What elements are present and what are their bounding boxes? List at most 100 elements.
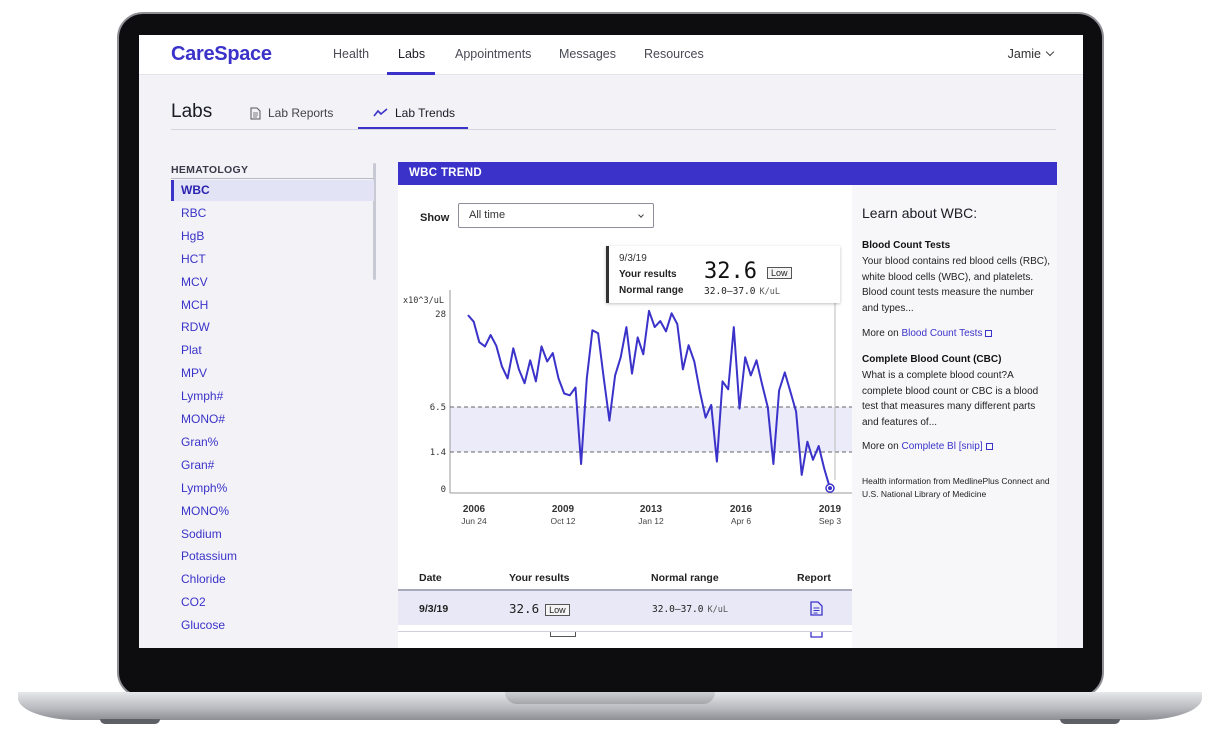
nav-labs[interactable]: Labs (398, 47, 426, 61)
row-date: 9/3/19 (419, 603, 449, 615)
y-tick-label: 1.4 (430, 448, 446, 458)
column-header-report[interactable]: Report (797, 572, 831, 584)
x-tick-date: Sep 3 (819, 516, 841, 526)
trend-card: Show All time x10^3/uL 28 6.5 1.4 0 2006 Jun 2… (398, 185, 852, 648)
tooltip-range: 32.0—37.0 K/uL (704, 286, 780, 297)
sidebar-item-lymph-[interactable]: Lymph# (181, 389, 224, 404)
row-range: 32.0—37.0 K/uL (652, 604, 728, 615)
trend-line-icon (373, 108, 388, 117)
sidebar-heading: HEMATOLOGY (171, 164, 249, 176)
table-row[interactable]: 9/3/19 32.6 Low 32.0—37.0 K/uL (398, 589, 852, 625)
tab-label: Lab Trends (395, 106, 456, 120)
info-heading: Blood Count Tests (862, 240, 951, 251)
normal-range-band (450, 407, 852, 452)
app-logo[interactable]: CareSpace (171, 43, 272, 65)
laptop-notch (505, 692, 715, 704)
row-value-number: 32.6 (509, 601, 540, 616)
info-more: More on Blood Count Tests (862, 328, 993, 339)
nav-health[interactable]: Health (333, 47, 370, 61)
tab-lab-reports[interactable]: Lab Reports (250, 106, 333, 120)
sidebar-item-gran-[interactable]: Gran# (181, 457, 215, 472)
row-range-value: 32.0—37.0 (652, 604, 704, 615)
user-name: Jamie (1007, 47, 1041, 61)
user-menu[interactable]: Jamie (1007, 47, 1055, 61)
nav-resources[interactable]: Resources (644, 47, 704, 61)
chart-tooltip: 9/3/19 Your results Normal range 32.6 Lo… (606, 246, 840, 303)
sidebar-item-rdw[interactable]: RDW (181, 320, 210, 335)
last-point-dot (828, 486, 832, 491)
nav-appointments[interactable]: Appointments (455, 47, 532, 61)
info-link[interactable]: Complete Bl [snip] (901, 441, 983, 452)
sidebar-item-rbc[interactable]: RBC (181, 205, 207, 220)
more-prefix: More on (862, 328, 902, 339)
divider (171, 129, 1056, 130)
sidebar-item-chloride[interactable]: Chloride (181, 572, 226, 587)
info-body: What is a complete blood count?A complet… (862, 370, 1039, 428)
x-tick-year: 2019 (819, 504, 842, 515)
sidebar-scrollbar[interactable] (373, 163, 376, 280)
status-badge: Low (767, 267, 792, 279)
info-panel: Learn about WBC: Blood Count Tests Your … (852, 185, 1057, 648)
y-tick-label: 6.5 (430, 403, 446, 413)
tab-lab-trends[interactable]: Lab Trends (373, 106, 455, 120)
sidebar-item-hgb[interactable]: HgB (181, 228, 205, 243)
show-label: Show (420, 212, 450, 224)
laptop-foot (100, 719, 160, 724)
labs-page: Labs Lab Reports Lab Trends HEMATOLOGY W… (139, 75, 1083, 648)
sidebar-item-lymph-[interactable]: Lymph% (181, 480, 228, 495)
sidebar-item-sodium[interactable]: Sodium (181, 526, 222, 541)
row-value: 32.6 Low (509, 601, 570, 616)
x-tick-date: Apr 6 (731, 516, 752, 526)
column-header-results[interactable]: Your results (509, 572, 570, 584)
wbc-series-line (467, 309, 831, 489)
y-tick-label: 0 (441, 485, 446, 495)
info-heading: Complete Blood Count (CBC) (862, 354, 1002, 365)
external-link-icon (985, 443, 993, 450)
sidebar-item-co2[interactable]: CO2 (181, 595, 206, 610)
divider (171, 178, 376, 179)
y-tick-label: 28 (435, 310, 446, 320)
sidebar-item-potassium[interactable]: Potassium (181, 549, 238, 564)
page-title: Labs (171, 101, 213, 122)
nav-active-indicator (387, 72, 435, 75)
card-title: WBC TREND (398, 162, 1057, 185)
status-badge (550, 632, 576, 637)
report-document-icon[interactable] (810, 601, 823, 616)
sidebar-item-glucose[interactable]: Glucose (181, 618, 226, 633)
sidebar-item-mcv[interactable]: MCV (181, 274, 208, 289)
info-footer: Health information from MedlinePlus Conn… (862, 476, 1050, 499)
report-document-icon[interactable] (810, 632, 823, 638)
time-range-select[interactable]: All time (458, 203, 654, 228)
x-tick-year: 2009 (552, 504, 575, 515)
y-axis-label: x10^3/uL (403, 296, 444, 306)
nav-messages[interactable]: Messages (559, 47, 616, 61)
column-header-range[interactable]: Normal range (651, 572, 719, 584)
tab-active-indicator (358, 127, 468, 129)
select-value: All time (469, 209, 506, 221)
tab-label: Lab Reports (268, 106, 334, 120)
tooltip-date: 9/3/19 (619, 253, 647, 264)
sidebar-item-mpv[interactable]: MPV (181, 366, 208, 381)
info-title: Learn about WBC: (862, 205, 978, 221)
sidebar-item-mch[interactable]: MCH (181, 297, 209, 312)
sidebar-item-wbc[interactable]: WBC (171, 180, 374, 201)
x-tick-date: Jan 12 (638, 516, 664, 526)
app-screen: CareSpace Health Labs Appointments Messa… (139, 35, 1083, 648)
row-range-unit: K/uL (707, 605, 728, 615)
info-more: More on Complete Bl [snip] (862, 441, 993, 452)
info-link[interactable]: Blood Count Tests (901, 328, 983, 339)
sidebar-item-mono-[interactable]: MONO# (181, 412, 226, 426)
more-prefix: More on (862, 441, 902, 452)
column-header-date[interactable]: Date (419, 572, 442, 584)
info-body: Your blood contains red blood cells (RBC… (862, 256, 1051, 314)
sidebar-item-plat[interactable]: Plat (181, 343, 202, 358)
sidebar-item-gran-[interactable]: Gran% (181, 434, 219, 449)
x-tick-date: Oct 12 (550, 516, 575, 526)
x-tick-date: Jun 24 (461, 516, 487, 526)
sidebar-item-mono-[interactable]: MONO% (181, 503, 229, 518)
sidebar-item-hct[interactable]: HCT (181, 251, 206, 266)
chevron-down-icon (1045, 47, 1055, 57)
laptop-foot (1060, 719, 1120, 724)
range-value: 32.0—37.0 (704, 286, 756, 297)
table-row[interactable] (398, 631, 852, 648)
